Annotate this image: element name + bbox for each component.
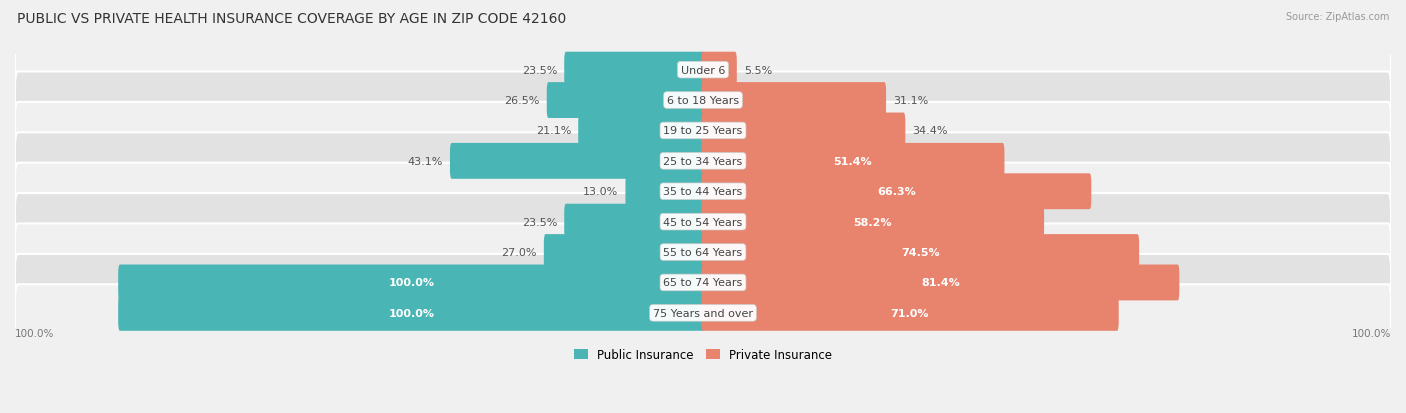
- Text: 81.4%: 81.4%: [921, 278, 960, 288]
- Text: 58.2%: 58.2%: [853, 217, 891, 227]
- Text: 21.1%: 21.1%: [536, 126, 571, 136]
- FancyBboxPatch shape: [450, 144, 704, 179]
- Text: 74.5%: 74.5%: [901, 247, 939, 257]
- FancyBboxPatch shape: [702, 83, 886, 119]
- Text: 45 to 54 Years: 45 to 54 Years: [664, 217, 742, 227]
- FancyBboxPatch shape: [15, 133, 1391, 190]
- Text: 34.4%: 34.4%: [912, 126, 948, 136]
- FancyBboxPatch shape: [702, 52, 737, 88]
- Text: 100.0%: 100.0%: [388, 278, 434, 288]
- FancyBboxPatch shape: [544, 235, 704, 271]
- Text: 43.1%: 43.1%: [408, 157, 443, 166]
- FancyBboxPatch shape: [702, 295, 1119, 331]
- Text: 35 to 44 Years: 35 to 44 Years: [664, 187, 742, 197]
- Text: 5.5%: 5.5%: [744, 66, 772, 76]
- FancyBboxPatch shape: [702, 265, 1180, 301]
- FancyBboxPatch shape: [15, 285, 1391, 342]
- Text: 25 to 34 Years: 25 to 34 Years: [664, 157, 742, 166]
- Text: 65 to 74 Years: 65 to 74 Years: [664, 278, 742, 288]
- FancyBboxPatch shape: [702, 113, 905, 149]
- Text: 100.0%: 100.0%: [388, 308, 434, 318]
- Text: 27.0%: 27.0%: [502, 247, 537, 257]
- FancyBboxPatch shape: [15, 194, 1391, 251]
- Text: 100.0%: 100.0%: [15, 328, 55, 338]
- Text: Source: ZipAtlas.com: Source: ZipAtlas.com: [1285, 12, 1389, 22]
- FancyBboxPatch shape: [626, 174, 704, 210]
- Text: 26.5%: 26.5%: [505, 96, 540, 106]
- Text: 23.5%: 23.5%: [522, 66, 557, 76]
- Text: Under 6: Under 6: [681, 66, 725, 76]
- Text: 66.3%: 66.3%: [877, 187, 915, 197]
- FancyBboxPatch shape: [15, 102, 1391, 160]
- Text: 19 to 25 Years: 19 to 25 Years: [664, 126, 742, 136]
- FancyBboxPatch shape: [15, 42, 1391, 99]
- Text: 6 to 18 Years: 6 to 18 Years: [666, 96, 740, 106]
- Text: 23.5%: 23.5%: [522, 217, 557, 227]
- FancyBboxPatch shape: [118, 295, 704, 331]
- Text: PUBLIC VS PRIVATE HEALTH INSURANCE COVERAGE BY AGE IN ZIP CODE 42160: PUBLIC VS PRIVATE HEALTH INSURANCE COVER…: [17, 12, 567, 26]
- Text: 100.0%: 100.0%: [1351, 328, 1391, 338]
- FancyBboxPatch shape: [118, 265, 704, 301]
- FancyBboxPatch shape: [547, 83, 704, 119]
- FancyBboxPatch shape: [15, 224, 1391, 281]
- Text: 75 Years and over: 75 Years and over: [652, 308, 754, 318]
- FancyBboxPatch shape: [564, 204, 704, 240]
- Text: 51.4%: 51.4%: [834, 157, 872, 166]
- Legend: Public Insurance, Private Insurance: Public Insurance, Private Insurance: [569, 344, 837, 366]
- FancyBboxPatch shape: [702, 235, 1139, 271]
- Text: 55 to 64 Years: 55 to 64 Years: [664, 247, 742, 257]
- FancyBboxPatch shape: [702, 144, 1004, 179]
- Text: 71.0%: 71.0%: [891, 308, 929, 318]
- FancyBboxPatch shape: [15, 254, 1391, 311]
- Text: 31.1%: 31.1%: [893, 96, 928, 106]
- FancyBboxPatch shape: [15, 72, 1391, 129]
- FancyBboxPatch shape: [702, 204, 1045, 240]
- FancyBboxPatch shape: [15, 163, 1391, 220]
- Text: 13.0%: 13.0%: [583, 187, 619, 197]
- FancyBboxPatch shape: [578, 113, 704, 149]
- FancyBboxPatch shape: [564, 52, 704, 88]
- FancyBboxPatch shape: [702, 174, 1091, 210]
